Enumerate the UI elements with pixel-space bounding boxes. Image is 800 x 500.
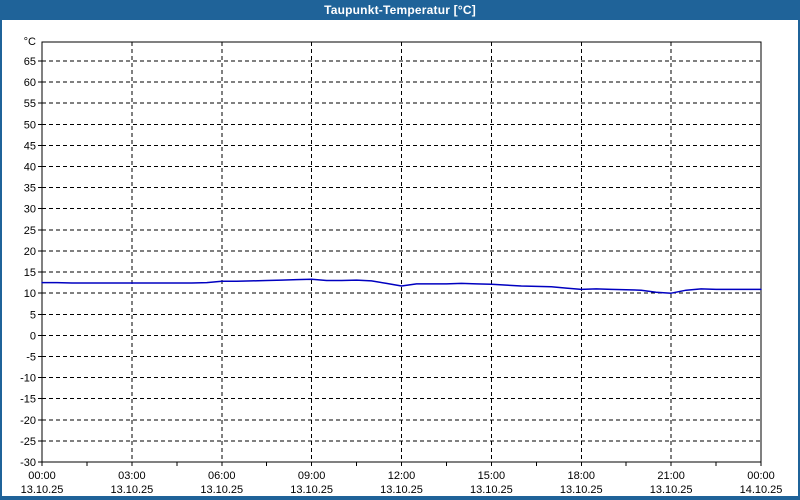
window-title: Taupunkt-Temperatur [°C]: [324, 3, 476, 17]
y-tick-label: -5: [26, 351, 36, 363]
x-tick-time-label: 06:00: [208, 470, 236, 482]
x-tick-time-label: 21:00: [657, 470, 685, 482]
title-bar[interactable]: Taupunkt-Temperatur [°C]: [0, 0, 800, 20]
y-tick-label: -10: [20, 373, 36, 385]
y-tick-label: 40: [24, 162, 36, 174]
x-tick-time-label: 00:00: [747, 470, 775, 482]
x-tick-date-label: 13.10.25: [21, 484, 64, 496]
y-tick-label: 25: [24, 225, 36, 237]
x-tick-time-label: 12:00: [388, 470, 416, 482]
y-tick-label: 15: [24, 267, 36, 279]
x-tick-time-label: 00:00: [28, 470, 56, 482]
y-tick-label: 0: [30, 330, 36, 342]
data-line-taupunkt-temperatur: [41, 278, 762, 294]
x-tick-time-label: 15:00: [478, 470, 506, 482]
x-tick-date-label: 13.10.25: [560, 484, 603, 496]
y-tick-label: 45: [24, 140, 36, 152]
y-tick-label: 30: [24, 204, 36, 216]
y-tick-label: 65: [24, 56, 36, 68]
x-tick-time-label: 03:00: [118, 470, 146, 482]
y-tick-label: -20: [20, 415, 36, 427]
y-tick-label: 10: [24, 288, 36, 300]
x-tick-date-label: 13.10.25: [200, 484, 243, 496]
y-tick-label: -15: [20, 394, 36, 406]
y-tick-label: 55: [24, 98, 36, 110]
x-tick-date-label: 13.10.25: [110, 484, 153, 496]
x-tick-date-label: 13.10.25: [290, 484, 333, 496]
y-tick-label: -25: [20, 436, 36, 448]
y-axis-unit-label: °C: [24, 36, 36, 48]
y-tick-label: 60: [24, 77, 36, 89]
x-tick-time-label: 18:00: [567, 470, 595, 482]
x-tick-date-label: 13.10.25: [470, 484, 513, 496]
x-tick-date-label: 13.10.25: [650, 484, 693, 496]
y-tick-label: 35: [24, 183, 36, 195]
y-tick-label: 5: [30, 309, 36, 321]
x-tick-time-label: 09:00: [298, 470, 326, 482]
x-tick-date-label: 14.10.25: [740, 484, 783, 496]
y-tick-label: 20: [24, 246, 36, 258]
y-tick-label: -30: [20, 457, 36, 469]
x-tick-date-label: 13.10.25: [380, 484, 423, 496]
y-tick-label: 50: [24, 119, 36, 131]
